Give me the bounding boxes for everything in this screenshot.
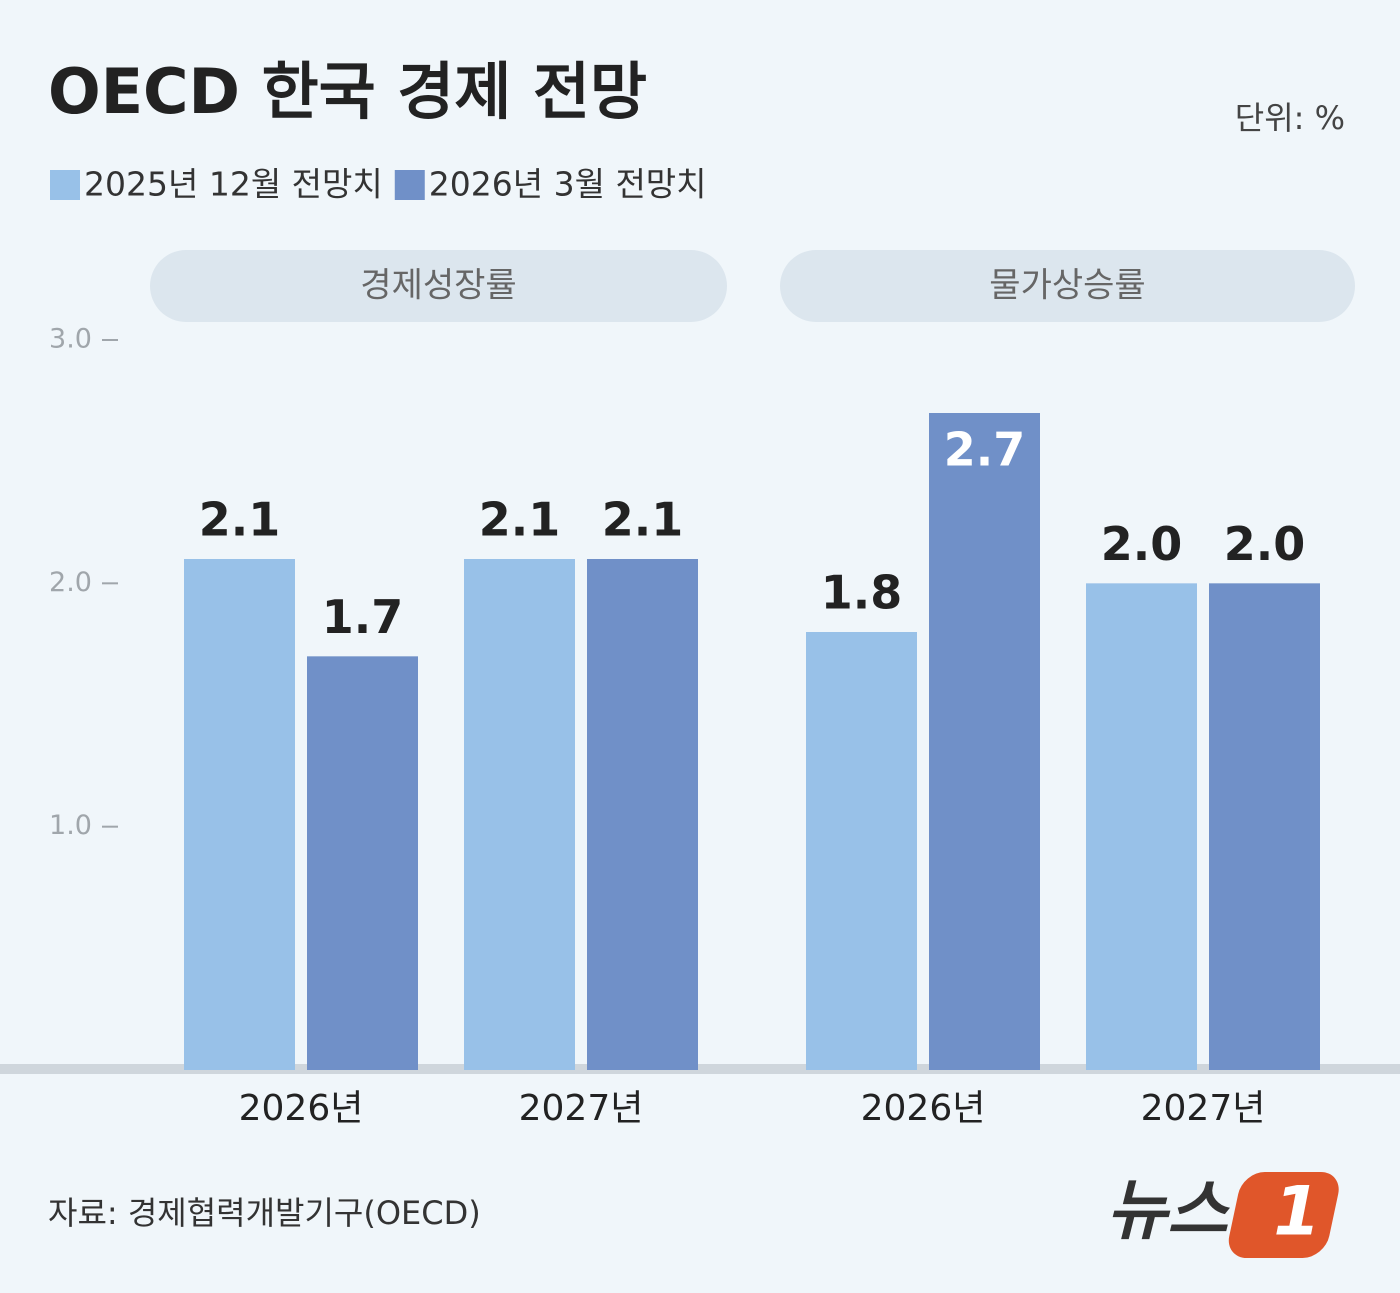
x-tick-label: 2026년 bbox=[239, 1088, 364, 1129]
value-label: 2.1 bbox=[199, 493, 281, 547]
chart-title: OECD 한국 경제 전망 bbox=[48, 55, 647, 128]
bar bbox=[184, 559, 295, 1070]
value-label: 2.0 bbox=[1101, 517, 1183, 571]
value-label: 2.7 bbox=[944, 423, 1026, 477]
legend-label: 2025년 12월 전망치 bbox=[84, 165, 383, 204]
value-label: 2.1 bbox=[602, 493, 684, 547]
legend-label: 2026년 3월 전망치 bbox=[429, 165, 707, 204]
y-tick-label: 2.0 bbox=[49, 567, 92, 598]
logo-text: 뉴스 bbox=[1107, 1172, 1231, 1249]
value-label: 1.8 bbox=[821, 566, 903, 620]
value-label: 2.1 bbox=[479, 493, 561, 547]
bar bbox=[464, 559, 575, 1070]
group-pill bbox=[150, 250, 727, 322]
x-tick-label: 2027년 bbox=[1141, 1088, 1266, 1129]
bar bbox=[806, 632, 917, 1070]
bar bbox=[1086, 583, 1197, 1070]
group-pill bbox=[780, 250, 1355, 322]
logo-mark: 1 bbox=[1273, 1173, 1320, 1252]
x-tick-label: 2026년 bbox=[861, 1088, 986, 1129]
bar bbox=[307, 656, 418, 1070]
unit-label: 단위: % bbox=[1235, 99, 1345, 137]
legend-swatch bbox=[394, 170, 425, 200]
y-tick-label: 3.0 bbox=[49, 324, 92, 355]
y-tick-label: 1.0 bbox=[49, 810, 92, 841]
x-tick-label: 2027년 bbox=[519, 1088, 644, 1129]
bar bbox=[1209, 583, 1320, 1070]
group-label: 경제성장률 bbox=[360, 266, 516, 306]
bar bbox=[587, 559, 698, 1070]
value-label: 1.7 bbox=[322, 590, 404, 644]
bar bbox=[929, 413, 1040, 1070]
group-label: 물가상승률 bbox=[989, 266, 1145, 306]
baseline bbox=[0, 1064, 1400, 1074]
logo-badge bbox=[1228, 1172, 1339, 1258]
legend-swatch bbox=[50, 170, 80, 200]
source: 자료: 경제협력개발기구(OECD) bbox=[48, 1194, 481, 1232]
value-label: 2.0 bbox=[1224, 517, 1306, 571]
